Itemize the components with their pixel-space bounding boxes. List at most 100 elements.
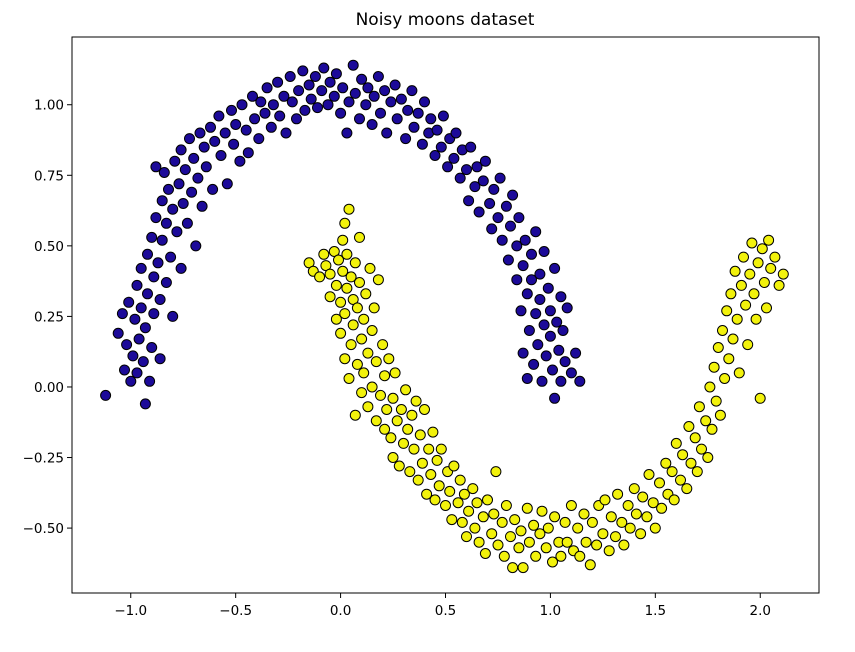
x-tick-label: −1.0	[114, 603, 147, 619]
chart-title: Noisy moons dataset	[356, 10, 535, 30]
point-class1-165	[693, 401, 705, 413]
point-class1-127	[578, 508, 590, 520]
x-tick-label: −0.5	[219, 603, 252, 619]
point-class0-115	[391, 113, 403, 125]
point-class1-64	[408, 443, 420, 455]
y-axis: −0.50 −0.25 0.00 0.25 0.50 0.75 1.00	[23, 98, 72, 537]
point-class1-48	[379, 423, 391, 435]
point-class1-85	[456, 516, 468, 528]
point-class0-34	[163, 183, 174, 195]
point-class1-56	[391, 415, 403, 427]
point-class0-11	[133, 333, 145, 345]
point-class0-141	[473, 206, 485, 218]
y-tick-label: 0.50	[34, 239, 64, 255]
point-class0-163	[523, 325, 535, 336]
point-class0-184	[555, 291, 567, 303]
point-class0-61	[221, 178, 233, 190]
point-class0-102	[349, 87, 361, 99]
point-class0-26	[152, 257, 164, 269]
point-class1-156	[668, 494, 680, 506]
point-class1-143	[628, 483, 640, 495]
point-class1-67	[414, 429, 426, 441]
point-class0-166	[528, 358, 540, 370]
point-class0-125	[425, 113, 437, 125]
point-class1-66	[412, 474, 424, 486]
point-class0-76	[267, 99, 279, 111]
point-class1-99	[492, 539, 504, 551]
point-class0-140	[471, 161, 483, 173]
point-class0-188	[561, 302, 573, 314]
point-class0-183	[553, 344, 565, 356]
point-class0-15	[139, 398, 151, 410]
y-tick-label: 1.00	[34, 98, 64, 114]
point-class0-96	[330, 68, 342, 80]
point-class1-185	[738, 251, 749, 263]
point-class0-8	[129, 313, 141, 325]
point-class1-93	[477, 511, 489, 523]
point-class1-51	[383, 353, 395, 365]
point-class1-174	[714, 409, 726, 421]
point-class1-149	[647, 497, 659, 509]
point-class0-165	[526, 274, 537, 286]
point-class1-138	[612, 488, 624, 500]
point-class1-201	[777, 268, 789, 280]
point-class0-22	[148, 271, 160, 283]
point-class0-101	[347, 59, 359, 71]
point-class1-182	[731, 313, 743, 325]
point-class1-151	[654, 477, 665, 489]
point-class1-129	[584, 559, 596, 571]
point-class1-191	[750, 313, 762, 325]
point-class1-89	[467, 483, 479, 495]
point-class0-67	[240, 124, 252, 136]
point-class1-20	[343, 203, 355, 215]
point-class0-138	[465, 141, 477, 153]
point-class0-58	[213, 110, 225, 122]
point-class1-30	[354, 231, 365, 243]
point-class1-158	[675, 474, 686, 486]
point-class0-146	[488, 183, 500, 195]
point-class0-100	[343, 96, 355, 108]
point-class0-2	[116, 308, 128, 320]
point-class0-66	[236, 99, 248, 111]
point-class1-55	[389, 367, 401, 379]
point-class1-45	[372, 274, 384, 286]
point-class0-186	[557, 325, 569, 336]
point-class1-147	[641, 511, 653, 523]
point-class1-87	[461, 531, 472, 543]
point-class0-27	[154, 353, 166, 365]
point-class0-126	[429, 150, 441, 161]
point-class1-69	[419, 404, 430, 415]
point-class0-56	[207, 183, 219, 195]
point-class1-195	[758, 277, 770, 288]
point-class1-90	[469, 522, 481, 534]
point-class1-52	[385, 432, 397, 444]
point-class0-130	[442, 161, 454, 173]
point-class0-24	[150, 212, 162, 224]
point-class0-46	[184, 133, 195, 145]
point-class0-31	[158, 167, 170, 178]
point-class0-0	[100, 389, 112, 401]
x-tick-label: 2.0	[750, 603, 771, 619]
point-class0-111	[379, 85, 391, 97]
point-class1-10	[333, 254, 344, 266]
point-class1-179	[725, 288, 737, 300]
point-class0-68	[242, 147, 254, 159]
point-class1-96	[486, 528, 498, 540]
point-class1-148	[643, 469, 655, 480]
point-class1-73	[427, 426, 439, 438]
point-class1-128	[580, 536, 592, 548]
point-class0-18	[142, 288, 153, 300]
point-class0-116	[395, 93, 407, 105]
point-class1-11	[335, 296, 347, 308]
point-class1-62	[404, 466, 416, 478]
point-class0-73	[259, 107, 271, 119]
point-class1-86	[458, 488, 470, 500]
point-class0-136	[461, 164, 472, 176]
point-class0-181	[549, 392, 561, 404]
point-class1-82	[448, 460, 460, 472]
point-class1-12	[335, 327, 347, 339]
point-class0-59	[215, 150, 227, 161]
point-class1-38	[362, 347, 374, 359]
point-class0-156	[513, 212, 525, 224]
point-class1-9	[330, 279, 342, 291]
